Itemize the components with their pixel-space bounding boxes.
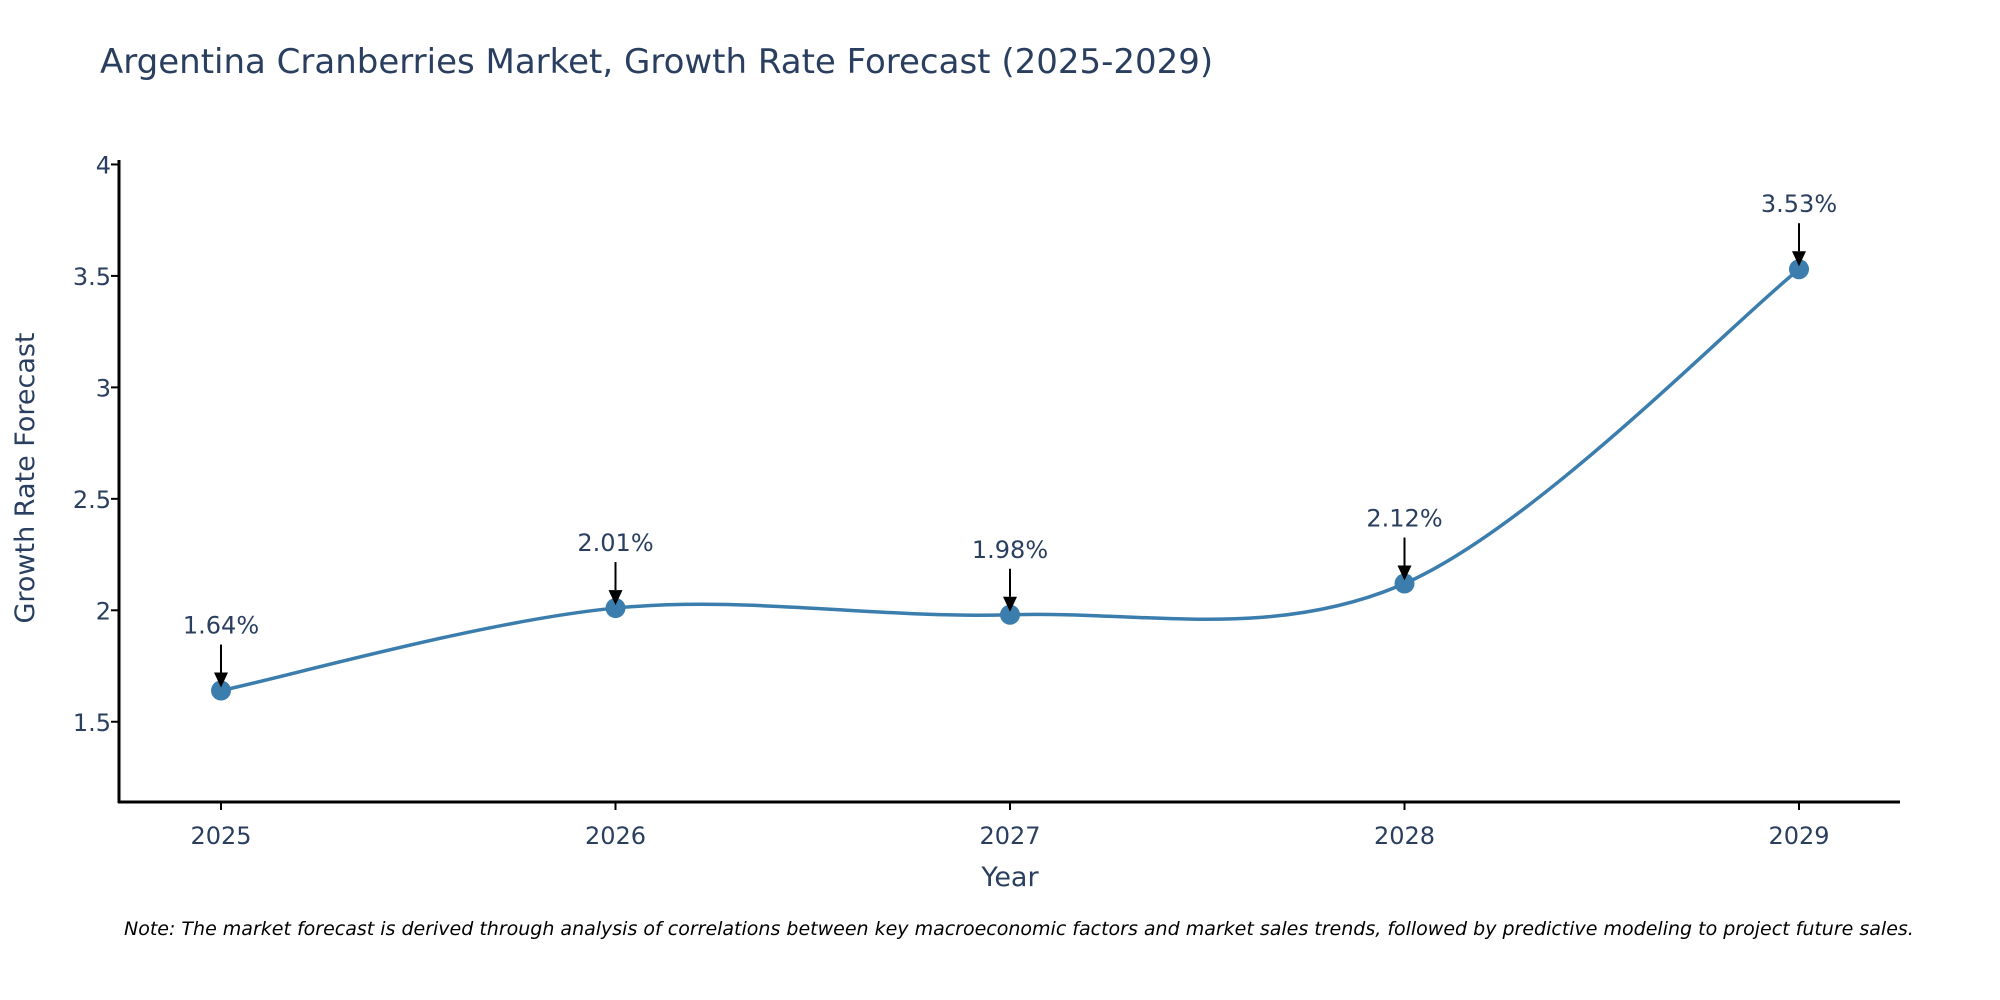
y-tick-label: 3.5: [73, 263, 111, 291]
y-axis-label: Growth Rate Forecast: [10, 332, 41, 623]
annotation-arrow-head: [1397, 565, 1412, 581]
data-points: [211, 259, 1809, 701]
annotation-arrow-head: [1792, 251, 1806, 267]
data-point: [1394, 573, 1415, 594]
x-tick-label: 2026: [585, 822, 646, 850]
y-tick-label: 2: [96, 597, 111, 625]
data-label: 2.12%: [1366, 505, 1442, 533]
y-axis-ticks: 1.5 2 2.5 3 3.5 4: [73, 151, 119, 737]
data-point: [1789, 259, 1809, 280]
y-tick-label: 3: [96, 374, 111, 402]
series-line: [220, 267, 1801, 693]
data-label: 3.53%: [1761, 190, 1837, 218]
data-label: 2.01%: [577, 529, 653, 557]
x-tick-label: 2028: [1374, 822, 1435, 850]
data-labels: 1.64% 2.01% 1.98% 2.12% 3.53%: [183, 190, 1837, 688]
x-tick-label: 2029: [1768, 822, 1829, 850]
data-point: [211, 680, 231, 701]
y-tick-label: 1.5: [73, 709, 111, 737]
x-axis-label: Year: [980, 862, 1039, 893]
annotation-arrow-head: [1003, 596, 1017, 612]
y-tick-label: 2.5: [73, 486, 111, 514]
data-label: 1.64%: [183, 612, 259, 640]
footnote: Note: The market forecast is derived thr…: [124, 918, 1914, 940]
data-point: [605, 598, 626, 619]
data-point: [1000, 604, 1020, 625]
annotation-arrow-head: [214, 672, 228, 688]
annotation-arrow-head: [608, 590, 623, 606]
data-label: 1.98%: [972, 536, 1048, 564]
x-axis-ticks: 2025 2026 2027 2028 2029: [190, 802, 1830, 850]
y-tick-label: 4: [96, 151, 111, 179]
chart-title: Argentina Cranberries Market, Growth Rat…: [100, 42, 1214, 82]
x-tick-label: 2027: [979, 822, 1040, 850]
x-tick-label: 2025: [190, 822, 251, 850]
axes: [117, 160, 1900, 804]
